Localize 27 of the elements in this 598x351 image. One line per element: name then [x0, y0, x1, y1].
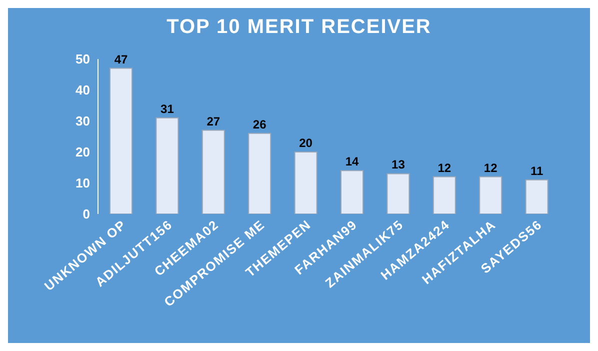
data-label: 12 [484, 160, 498, 175]
data-label: 47 [114, 52, 128, 66]
bar [525, 179, 548, 214]
data-label: 13 [392, 158, 406, 172]
bar [386, 173, 410, 214]
bar [340, 170, 364, 214]
bar [432, 176, 456, 214]
data-label: 12 [438, 160, 452, 175]
chart-title: TOP 10 MERIT RECEIVER [166, 15, 432, 39]
data-label: 20 [299, 136, 313, 150]
bar [156, 117, 179, 214]
bar [248, 132, 272, 214]
data-label: 14 [345, 154, 359, 169]
bar [202, 130, 225, 214]
y-tick-label: 40 [76, 82, 90, 98]
y-tick-label: 10 [76, 176, 90, 191]
bar [110, 68, 132, 214]
bar [294, 152, 318, 214]
y-tick-label: 50 [76, 52, 90, 67]
data-label: 26 [252, 117, 267, 132]
data-label: 31 [160, 102, 174, 116]
y-tick-label: 20 [76, 144, 90, 160]
y-tick-label: 30 [76, 114, 90, 129]
y-tick-label: 0 [82, 206, 90, 222]
bar [479, 176, 502, 214]
data-label: 11 [530, 164, 544, 178]
data-label: 27 [206, 114, 220, 128]
